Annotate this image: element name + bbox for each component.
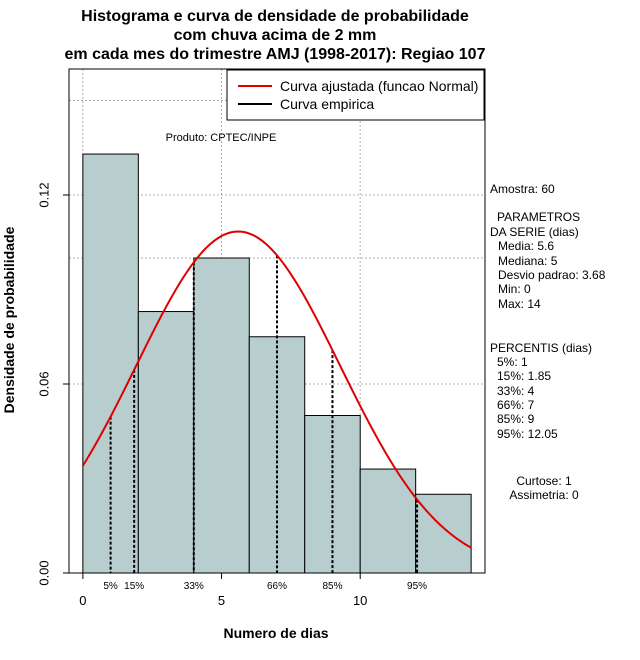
chart-title-line-1: Histograma e curva de densidade de proba… (81, 8, 469, 25)
histogram-bar-6 (415, 493, 472, 574)
side-statistics: Amostra: 60 PARAMETROS DA SERIE (dias) M… (490, 182, 606, 502)
stat-perc-85: 85%: 9 (497, 412, 535, 426)
stat-perc-5: 5%: 1 (497, 355, 528, 369)
stat-param-title-2: DA SERIE (dias) (490, 225, 579, 239)
normal-curve (82, 230, 472, 549)
y-tick-label-1: 0.06 (36, 371, 51, 396)
stat-assimetria: Assimetria: 0 (509, 488, 579, 502)
percentile-label-1: 15% (124, 581, 144, 592)
percentile-lines: 5% 15% 33% 66% 85% 95% (103, 255, 427, 592)
axes: 0 5 10 0.00 0.06 0.12 (36, 182, 367, 608)
legend: Curva ajustada (funcao Normal) Curva emp… (226, 69, 485, 121)
stat-perc-66: 66%: 7 (497, 398, 535, 412)
y-tick-label-0: 0.00 (36, 560, 51, 585)
stat-param-media: Media: 5.6 (498, 239, 554, 253)
percentile-label-4: 85% (322, 581, 342, 592)
legend-label-empirical: Curva empirica (280, 96, 374, 112)
stat-amostra: Amostra: 60 (490, 182, 555, 196)
chart-title-line-3: em cada mes do trimestre AMJ (1998-2017)… (65, 46, 486, 63)
normal-curve-line (82, 230, 472, 549)
histogram-bars (82, 153, 472, 574)
x-tick-label-0: 0 (79, 593, 86, 608)
stat-param-max: Max: 14 (498, 297, 541, 311)
stat-param-title-1: PARAMETROS (497, 210, 580, 224)
stat-perc-95: 95%: 12.05 (497, 427, 558, 441)
stat-perc-33: 33%: 4 (497, 384, 535, 398)
percentile-label-3: 66% (267, 581, 287, 592)
stat-perc-title: PERCENTIS (dias) (490, 341, 592, 355)
histogram-bar-5 (359, 468, 417, 574)
histogram-bar-1 (137, 311, 195, 574)
histogram-bar-0 (82, 153, 139, 574)
stat-param-mediana: Mediana: 5 (498, 254, 558, 268)
x-tick-label-2: 10 (353, 593, 367, 608)
legend-box (226, 69, 485, 121)
plot-frame (68, 68, 486, 574)
histogram-bar-2 (193, 257, 250, 574)
chart-title-line-2: com chuva acima de 2 mm (174, 27, 377, 44)
y-axis-title: Densidade de probabilidade (1, 226, 17, 413)
stat-param-min: Min: 0 (498, 282, 531, 296)
x-tick-label-1: 5 (218, 593, 225, 608)
y-tick-label-2: 0.12 (36, 182, 51, 207)
stat-curtose: Curtose: 1 (516, 474, 572, 488)
percentile-label-0: 5% (103, 581, 118, 592)
legend-label-fitted: Curva ajustada (funcao Normal) (280, 78, 478, 94)
stat-perc-15: 15%: 1.85 (497, 369, 551, 383)
product-label: Produto: CPTEC/INPE (166, 132, 277, 144)
x-axis-title: Numero de dias (223, 625, 328, 641)
percentile-label-5: 95% (407, 581, 427, 592)
stat-param-desvio: Desvio padrao: 3.68 (498, 268, 606, 282)
percentile-label-2: 33% (184, 581, 204, 592)
histogram-bar-4 (304, 415, 361, 574)
